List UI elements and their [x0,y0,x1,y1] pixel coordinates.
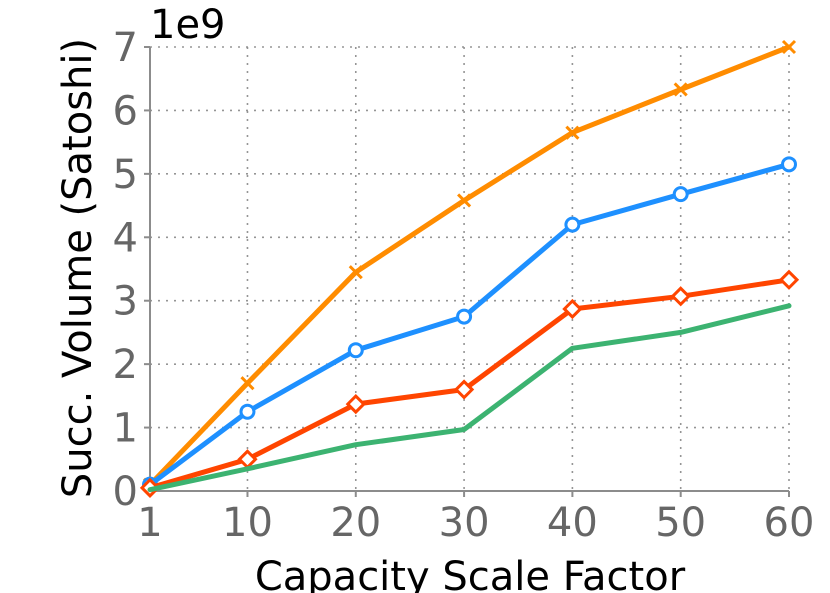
x-tick-label: 40 [547,500,598,546]
data-point-diamond [453,379,475,400]
x-tick-label: 10 [222,500,273,546]
x-tick-label: 60 [764,500,815,546]
series-line-4 [147,303,792,493]
data-point-circle [239,403,256,420]
data-point-x [673,82,688,97]
y-tick-label: 2 [113,342,138,388]
y-tick-label: 3 [113,279,138,325]
data-point-diamond [670,286,691,307]
y-tick-label: 0 [113,469,138,515]
y-tick-label: 6 [113,88,138,134]
x-tick-label: 30 [439,500,490,546]
y-tick-label: 1 [113,406,138,452]
y-axis-title: Succ. Volume (Satoshi) [55,38,101,498]
x-tick-label: 20 [330,500,381,546]
data-point-x [565,125,580,140]
y-tick-label: 5 [113,152,138,198]
data-point-x [457,193,472,208]
data-point-circle [347,342,364,359]
data-point-circle [564,216,581,233]
x-tick-label: 50 [655,500,706,546]
y-tick-label: 4 [113,215,138,261]
data-point-diamond [778,269,800,290]
series-line-2 [147,161,792,488]
labels-layer: Capacity Scale Factor Succ. Volume (Sato… [55,2,686,593]
data-point-diamond [562,298,583,320]
data-point-x [781,39,797,55]
data-point-circle [672,186,689,203]
x-tick-label: 1 [137,500,162,546]
y-tick-label: 7 [113,25,138,71]
data-point-circle [781,156,797,173]
x-axis-title: Capacity Scale Factor [255,554,686,593]
data-point-diamond [345,393,366,415]
series-layer [139,39,800,498]
data-point-circle [456,308,473,325]
data-point-x [348,265,363,280]
y-scale-multiplier: 1e9 [150,2,226,48]
data-point-x [240,376,255,391]
